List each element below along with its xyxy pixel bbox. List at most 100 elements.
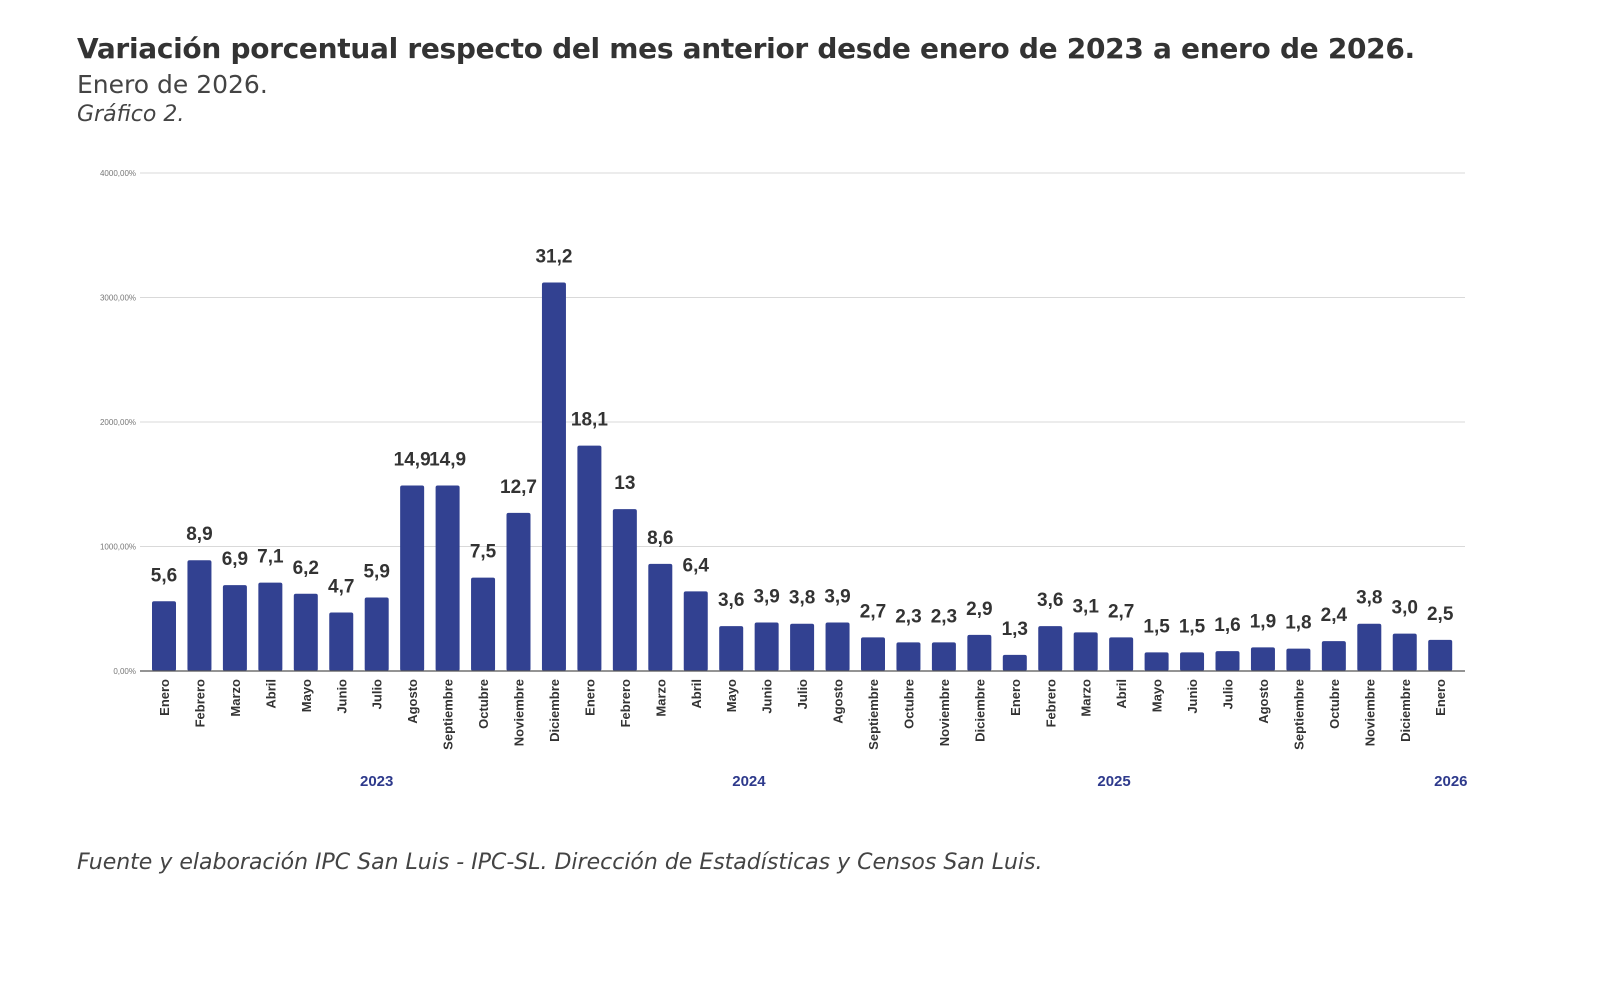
x-tick-label: Junio: [334, 679, 349, 714]
data-label: 12,7: [500, 477, 537, 498]
data-label: 1,6: [1214, 615, 1240, 636]
data-label: 14,9: [394, 449, 431, 470]
data-label: 3,9: [753, 586, 779, 607]
x-tick-label: Noviembre: [937, 679, 952, 746]
bar: [1250, 647, 1275, 671]
x-tick-label: Junio: [760, 679, 775, 714]
bar: [1144, 652, 1169, 671]
bar: [541, 282, 566, 671]
year-label: 2024: [732, 773, 766, 790]
data-label: 2,7: [1108, 601, 1134, 622]
data-label: 2,9: [966, 599, 992, 620]
bar: [683, 591, 708, 671]
x-tick-label: Septiembre: [441, 679, 456, 750]
bar: [258, 582, 283, 671]
data-label: 6,2: [293, 558, 319, 579]
x-tick-label: Abril: [263, 679, 278, 709]
data-label: 2,4: [1321, 605, 1348, 626]
year-label: 2025: [1097, 773, 1130, 790]
data-label: 3,6: [718, 590, 744, 611]
data-label: 1,9: [1250, 611, 1276, 632]
x-tick-label: Agosto: [405, 679, 420, 724]
chart-number: Gráfico 2.: [77, 102, 185, 127]
data-label: 14,9: [429, 449, 466, 470]
data-label: 31,2: [535, 247, 572, 268]
bar: [790, 623, 815, 671]
bar: [931, 642, 956, 671]
y-tick-label: 3000,00%: [100, 294, 136, 303]
y-tick-label: 0,00%: [113, 667, 136, 676]
data-label: 13: [614, 473, 635, 494]
chart-title: Variación porcentual respecto del mes an…: [77, 32, 1415, 65]
data-label: 2,3: [895, 606, 921, 627]
x-tick-label: Agosto: [831, 679, 846, 724]
data-label: 2,7: [860, 601, 886, 622]
x-tick-label: Octubre: [1327, 679, 1342, 729]
data-label: 6,9: [222, 549, 248, 570]
x-tick-label: Enero: [1008, 679, 1023, 716]
x-tick-label: Diciembre: [547, 679, 562, 742]
chart-subtitle: Enero de 2026.: [77, 70, 268, 99]
x-tick-label: Febrero: [618, 679, 633, 727]
y-tick-label: 1000,00%: [100, 543, 136, 552]
data-label: 1,3: [1002, 619, 1028, 640]
bar: [825, 622, 850, 671]
y-tick-label: 4000,00%: [100, 169, 136, 178]
data-label: 3,6: [1037, 590, 1063, 611]
x-tick-label: Julio: [370, 679, 385, 709]
x-tick-label: Septiembre: [1291, 679, 1306, 750]
bar: [1392, 633, 1417, 671]
bar: [1073, 632, 1098, 671]
bar: [1357, 623, 1382, 671]
x-tick-label: Abril: [689, 679, 704, 709]
bar: [152, 601, 176, 671]
y-tick-label: 2000,00%: [100, 418, 136, 427]
x-tick-label: Julio: [1221, 679, 1236, 709]
bar: [1286, 648, 1311, 671]
x-tick-label: Junio: [1185, 679, 1200, 714]
x-tick-label: Diciembre: [972, 679, 987, 742]
data-label: 3,1: [1072, 596, 1099, 617]
x-tick-label: Octubre: [901, 679, 916, 729]
bar: [648, 563, 673, 671]
x-tick-label: Noviembre: [512, 679, 527, 746]
data-label: 1,8: [1285, 613, 1311, 634]
x-tick-label: Enero: [582, 679, 597, 716]
data-label: 8,9: [186, 524, 212, 545]
x-tick-label: Mayo: [724, 679, 739, 712]
bar: [1038, 626, 1063, 671]
x-tick-label: Mayo: [299, 679, 314, 712]
bar: [364, 597, 389, 671]
bar: [967, 634, 992, 671]
x-tick-label: Abril: [1114, 679, 1129, 709]
x-tick-label: Mayo: [1150, 679, 1165, 712]
bar: [896, 642, 921, 671]
bar: [1321, 641, 1346, 671]
bar: [1109, 637, 1134, 671]
data-label: 6,4: [683, 555, 710, 576]
bar: [754, 622, 779, 671]
x-tick-label: Febrero: [192, 679, 207, 727]
x-tick-label: Julio: [795, 679, 810, 709]
x-tick-label: Febrero: [1043, 679, 1058, 727]
data-label: 4,7: [328, 576, 354, 597]
bar: [861, 637, 885, 671]
bar: [577, 445, 602, 671]
x-tick-label: Octubre: [476, 679, 491, 729]
data-label: 3,9: [824, 586, 850, 607]
x-tick-label: Marzo: [1079, 679, 1094, 717]
x-tick-label: Septiembre: [866, 679, 881, 750]
x-tick-label: Marzo: [653, 679, 668, 717]
year-label: 2026: [1434, 773, 1467, 790]
data-label: 2,3: [931, 606, 957, 627]
source-note: Fuente y elaboración IPC San Luis - IPC-…: [77, 850, 1043, 875]
bar: [471, 577, 496, 671]
x-tick-label: Noviembre: [1362, 679, 1377, 746]
data-label: 3,8: [789, 588, 815, 609]
x-tick-label: Diciembre: [1398, 679, 1413, 742]
data-label: 5,9: [363, 562, 389, 583]
data-label: 1,5: [1179, 616, 1206, 637]
bar: [1180, 652, 1205, 671]
data-label: 5,6: [151, 565, 177, 586]
